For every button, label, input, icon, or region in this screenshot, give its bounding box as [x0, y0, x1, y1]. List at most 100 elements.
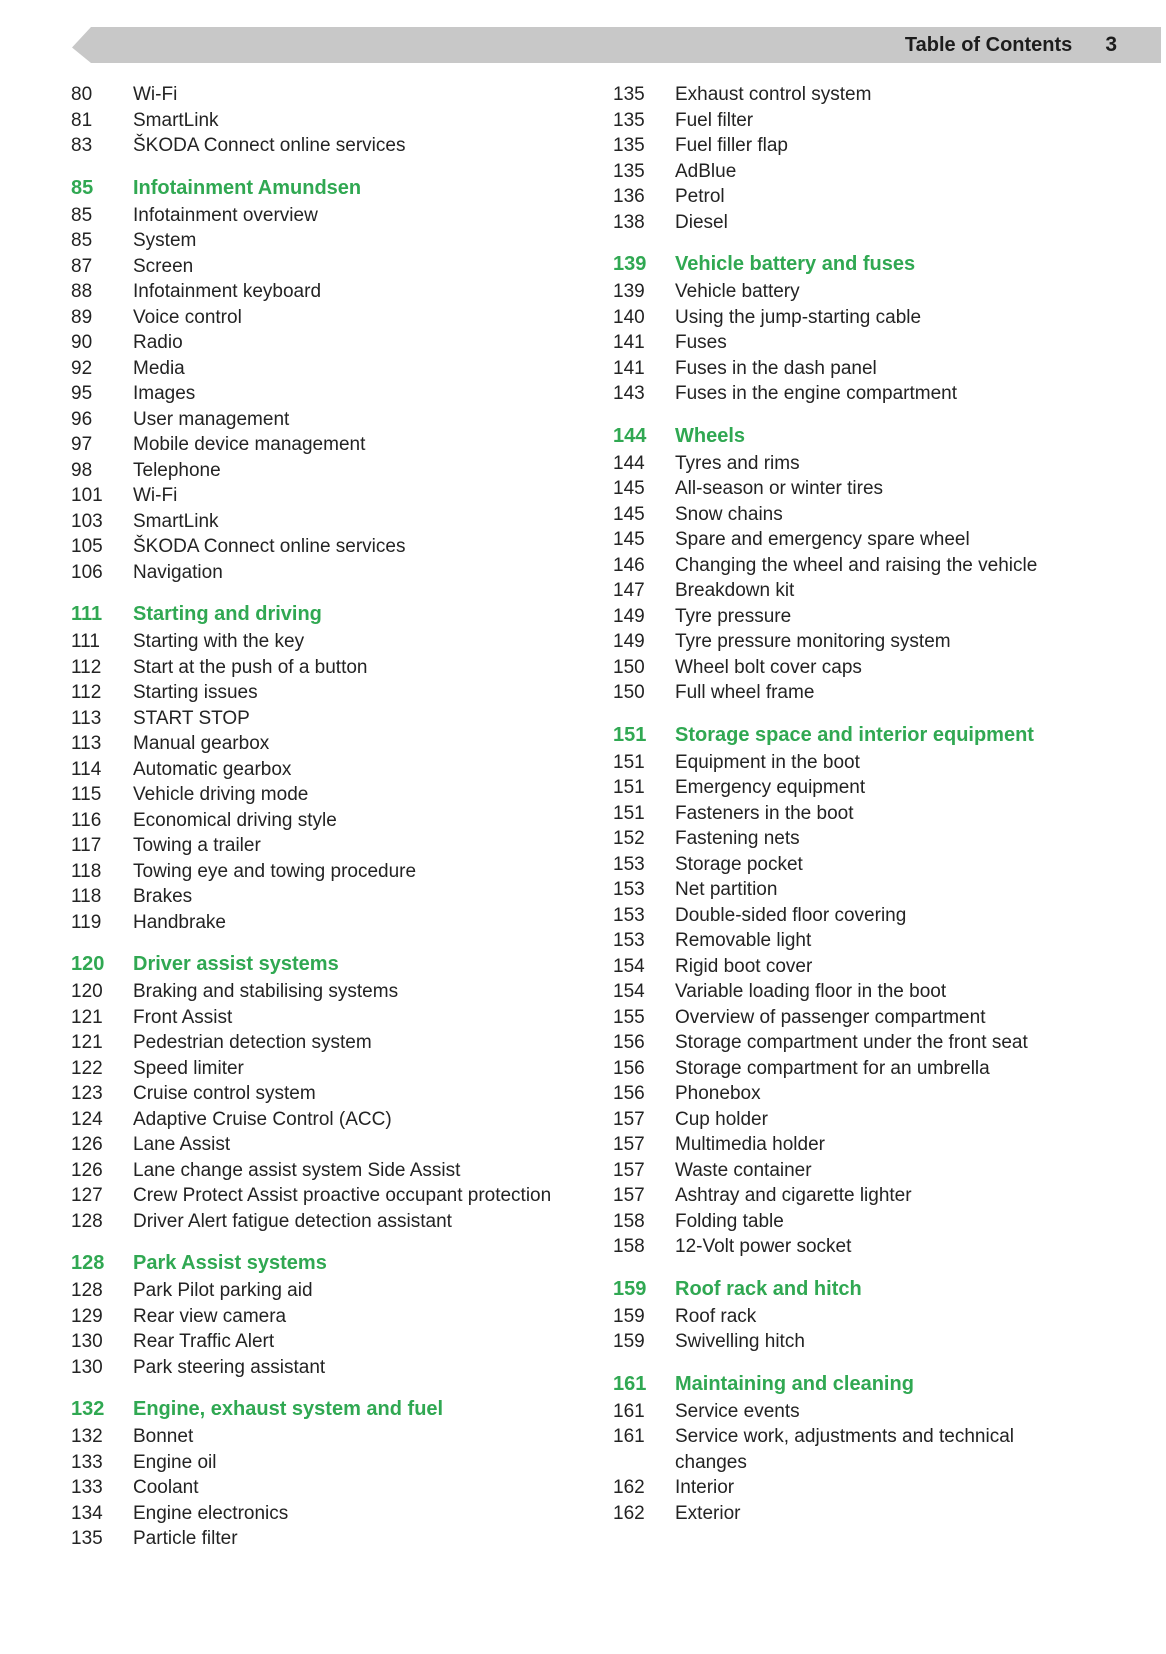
toc-entry[interactable]: 114 Automatic gearbox [71, 757, 571, 783]
toc-entry[interactable]: 87 Screen [71, 254, 571, 280]
toc-entry[interactable]: 151 Emergency equipment [613, 775, 1083, 801]
toc-entry[interactable]: 134 Engine electronics [71, 1501, 571, 1527]
toc-entry[interactable]: 149 Tyre pressure [613, 604, 1083, 630]
toc-entry[interactable]: 118 Towing eye and towing procedure [71, 859, 571, 885]
toc-entry[interactable]: 88 Infotainment keyboard [71, 279, 571, 305]
toc-entry[interactable]: 156 Phonebox [613, 1081, 1083, 1107]
toc-entry[interactable]: 143 Fuses in the engine compartment [613, 381, 1083, 407]
toc-section-heading[interactable]: 151 Storage space and interior equipment [613, 721, 1083, 750]
toc-entry[interactable]: 95 Images [71, 381, 571, 407]
toc-entry[interactable]: 157 Cup holder [613, 1107, 1083, 1133]
toc-section-heading[interactable]: 159 Roof rack and hitch [613, 1275, 1083, 1304]
toc-entry[interactable]: 145 All-season or winter tires [613, 476, 1083, 502]
toc-entry[interactable]: 157 Multimedia holder [613, 1132, 1083, 1158]
toc-entry[interactable]: 135 AdBlue [613, 159, 1083, 185]
toc-entry[interactable]: 153 Storage pocket [613, 852, 1083, 878]
toc-entry[interactable]: 112 Starting issues [71, 680, 571, 706]
toc-entry[interactable]: 155 Overview of passenger compartment [613, 1005, 1083, 1031]
toc-entry[interactable]: 159 Roof rack [613, 1304, 1083, 1330]
toc-entry[interactable]: 154 Variable loading floor in the boot [613, 979, 1083, 1005]
toc-entry[interactable]: 149 Tyre pressure monitoring system [613, 629, 1083, 655]
toc-entry[interactable]: 157 Waste container [613, 1158, 1083, 1184]
toc-entry[interactable]: 151 Fasteners in the boot [613, 801, 1083, 827]
toc-entry[interactable]: 135 Fuel filler flap [613, 133, 1083, 159]
toc-entry[interactable]: 153 Removable light [613, 928, 1083, 954]
toc-section-heading[interactable]: 132 Engine, exhaust system and fuel [71, 1395, 571, 1424]
toc-entry[interactable]: 141 Fuses [613, 330, 1083, 356]
toc-entry[interactable]: 97 Mobile device management [71, 432, 571, 458]
toc-entry[interactable]: 89 Voice control [71, 305, 571, 331]
toc-section-heading[interactable]: 128 Park Assist systems [71, 1249, 571, 1278]
toc-entry[interactable]: 150 Full wheel frame [613, 680, 1083, 706]
toc-entry[interactable]: 145 Snow chains [613, 502, 1083, 528]
toc-entry[interactable]: 120 Braking and stabilising systems [71, 979, 571, 1005]
toc-entry[interactable]: 136 Petrol [613, 184, 1083, 210]
toc-entry[interactable]: 162 Exterior [613, 1501, 1083, 1527]
toc-entry[interactable]: 144 Tyres and rims [613, 451, 1083, 477]
toc-entry[interactable]: 111 Starting with the key [71, 629, 571, 655]
toc-section-heading[interactable]: 161 Maintaining and cleaning [613, 1370, 1083, 1399]
toc-entry[interactable]: 116 Economical driving style [71, 808, 571, 834]
toc-entry[interactable]: 153 Net partition [613, 877, 1083, 903]
toc-entry[interactable]: 151 Equipment in the boot [613, 750, 1083, 776]
toc-entry[interactable]: 80 Wi-Fi [71, 82, 571, 108]
toc-entry[interactable]: 113 START STOP [71, 706, 571, 732]
toc-entry[interactable]: 96 User management [71, 407, 571, 433]
toc-entry[interactable]: 85 System [71, 228, 571, 254]
toc-entry[interactable]: 158 Folding table [613, 1209, 1083, 1235]
toc-entry[interactable]: 130 Rear Traffic Alert [71, 1329, 571, 1355]
toc-entry[interactable]: 161 Service events [613, 1399, 1083, 1425]
toc-entry[interactable]: 135 Fuel filter [613, 108, 1083, 134]
toc-entry[interactable]: 135 Exhaust control system [613, 82, 1083, 108]
toc-entry[interactable]: 105 ŠKODA Connect online services [71, 534, 571, 560]
toc-entry[interactable]: 118 Brakes [71, 884, 571, 910]
toc-entry[interactable]: 156 Storage compartment under the front s… [613, 1030, 1083, 1056]
toc-section-heading[interactable]: 111 Starting and driving [71, 600, 571, 629]
toc-entry[interactable]: 128 Park Pilot parking aid [71, 1278, 571, 1304]
toc-entry[interactable]: 145 Spare and emergency spare wheel [613, 527, 1083, 553]
toc-entry[interactable]: 124 Adaptive Cruise Control (ACC) [71, 1107, 571, 1133]
toc-entry[interactable]: 98 Telephone [71, 458, 571, 484]
toc-entry[interactable]: 147 Breakdown kit [613, 578, 1083, 604]
toc-entry[interactable]: 81 SmartLink [71, 108, 571, 134]
toc-entry[interactable]: 153 Double-sided floor covering [613, 903, 1083, 929]
toc-entry[interactable]: 106 Navigation [71, 560, 571, 586]
toc-entry[interactable]: 161 Service work, adjustments and technic… [613, 1424, 1083, 1475]
toc-entry[interactable]: 119 Handbrake [71, 910, 571, 936]
toc-section-heading[interactable]: 144 Wheels [613, 422, 1083, 451]
toc-entry[interactable]: 138 Diesel [613, 210, 1083, 236]
toc-entry[interactable]: 112 Start at the push of a button [71, 655, 571, 681]
toc-entry[interactable]: 121 Front Assist [71, 1005, 571, 1031]
toc-entry[interactable]: 127 Crew Protect Assist proactive occupan… [71, 1183, 571, 1209]
toc-entry[interactable]: 90 Radio [71, 330, 571, 356]
toc-entry[interactable]: 158 12-Volt power socket [613, 1234, 1083, 1260]
toc-entry[interactable]: 135 Particle filter [71, 1526, 571, 1552]
toc-entry[interactable]: 126 Lane Assist [71, 1132, 571, 1158]
toc-entry[interactable]: 132 Bonnet [71, 1424, 571, 1450]
toc-entry[interactable]: 123 Cruise control system [71, 1081, 571, 1107]
toc-entry[interactable]: 141 Fuses in the dash panel [613, 356, 1083, 382]
toc-section-heading[interactable]: 85 Infotainment Amundsen [71, 174, 571, 203]
toc-entry[interactable]: 113 Manual gearbox [71, 731, 571, 757]
toc-entry[interactable]: 115 Vehicle driving mode [71, 782, 571, 808]
toc-entry[interactable]: 154 Rigid boot cover [613, 954, 1083, 980]
toc-entry[interactable]: 92 Media [71, 356, 571, 382]
toc-entry[interactable]: 140 Using the jump-starting cable [613, 305, 1083, 331]
toc-entry[interactable]: 162 Interior [613, 1475, 1083, 1501]
toc-entry[interactable]: 121 Pedestrian detection system [71, 1030, 571, 1056]
toc-entry[interactable]: 122 Speed limiter [71, 1056, 571, 1082]
toc-entry[interactable]: 83 ŠKODA Connect online services [71, 133, 571, 159]
toc-entry[interactable]: 129 Rear view camera [71, 1304, 571, 1330]
toc-entry[interactable]: 126 Lane change assist system Side Assist [71, 1158, 571, 1184]
toc-entry[interactable]: 156 Storage compartment for an umbrella [613, 1056, 1083, 1082]
toc-entry[interactable]: 157 Ashtray and cigarette lighter [613, 1183, 1083, 1209]
toc-entry[interactable]: 128 Driver Alert fatigue detection assist… [71, 1209, 571, 1235]
toc-entry[interactable]: 103 SmartLink [71, 509, 571, 535]
toc-entry[interactable]: 150 Wheel bolt cover caps [613, 655, 1083, 681]
toc-entry[interactable]: 146 Changing the wheel and raising the ve… [613, 553, 1083, 579]
toc-entry[interactable]: 85 Infotainment overview [71, 203, 571, 229]
toc-entry[interactable]: 130 Park steering assistant [71, 1355, 571, 1381]
toc-entry[interactable]: 133 Engine oil [71, 1450, 571, 1476]
toc-entry[interactable]: 117 Towing a trailer [71, 833, 571, 859]
toc-entry[interactable]: 152 Fastening nets [613, 826, 1083, 852]
